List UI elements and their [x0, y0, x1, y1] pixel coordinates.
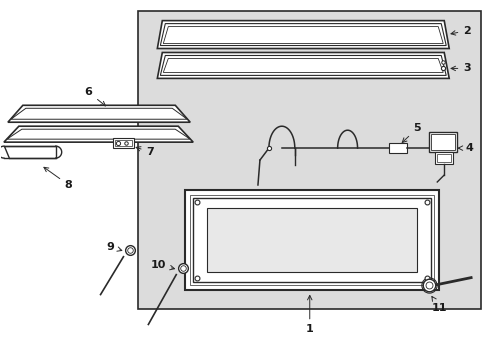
Text: 6: 6: [84, 87, 105, 106]
Bar: [193, 198, 430, 282]
Bar: [428, 132, 456, 152]
Text: 7: 7: [136, 147, 154, 157]
Text: 9: 9: [106, 242, 122, 252]
Bar: [138, 11, 480, 310]
Polygon shape: [4, 146, 56, 158]
Polygon shape: [4, 126, 193, 142]
Bar: [112, 138, 134, 148]
Polygon shape: [157, 53, 448, 78]
Text: 11: 11: [430, 296, 446, 312]
Bar: [430, 134, 454, 150]
Text: 2: 2: [450, 26, 470, 36]
Polygon shape: [8, 105, 190, 122]
Bar: [185, 190, 438, 289]
Bar: [114, 140, 132, 146]
Text: 3: 3: [450, 63, 470, 73]
Text: 1: 1: [305, 296, 313, 334]
Text: 5: 5: [402, 123, 420, 143]
Polygon shape: [157, 21, 448, 49]
Bar: [434, 152, 452, 164]
Text: 4: 4: [457, 143, 472, 153]
Text: 10: 10: [150, 260, 174, 270]
Bar: [388, 143, 407, 153]
Text: 8: 8: [44, 167, 72, 190]
Bar: [436, 154, 450, 162]
Bar: [190, 195, 433, 285]
Bar: [207, 208, 416, 272]
